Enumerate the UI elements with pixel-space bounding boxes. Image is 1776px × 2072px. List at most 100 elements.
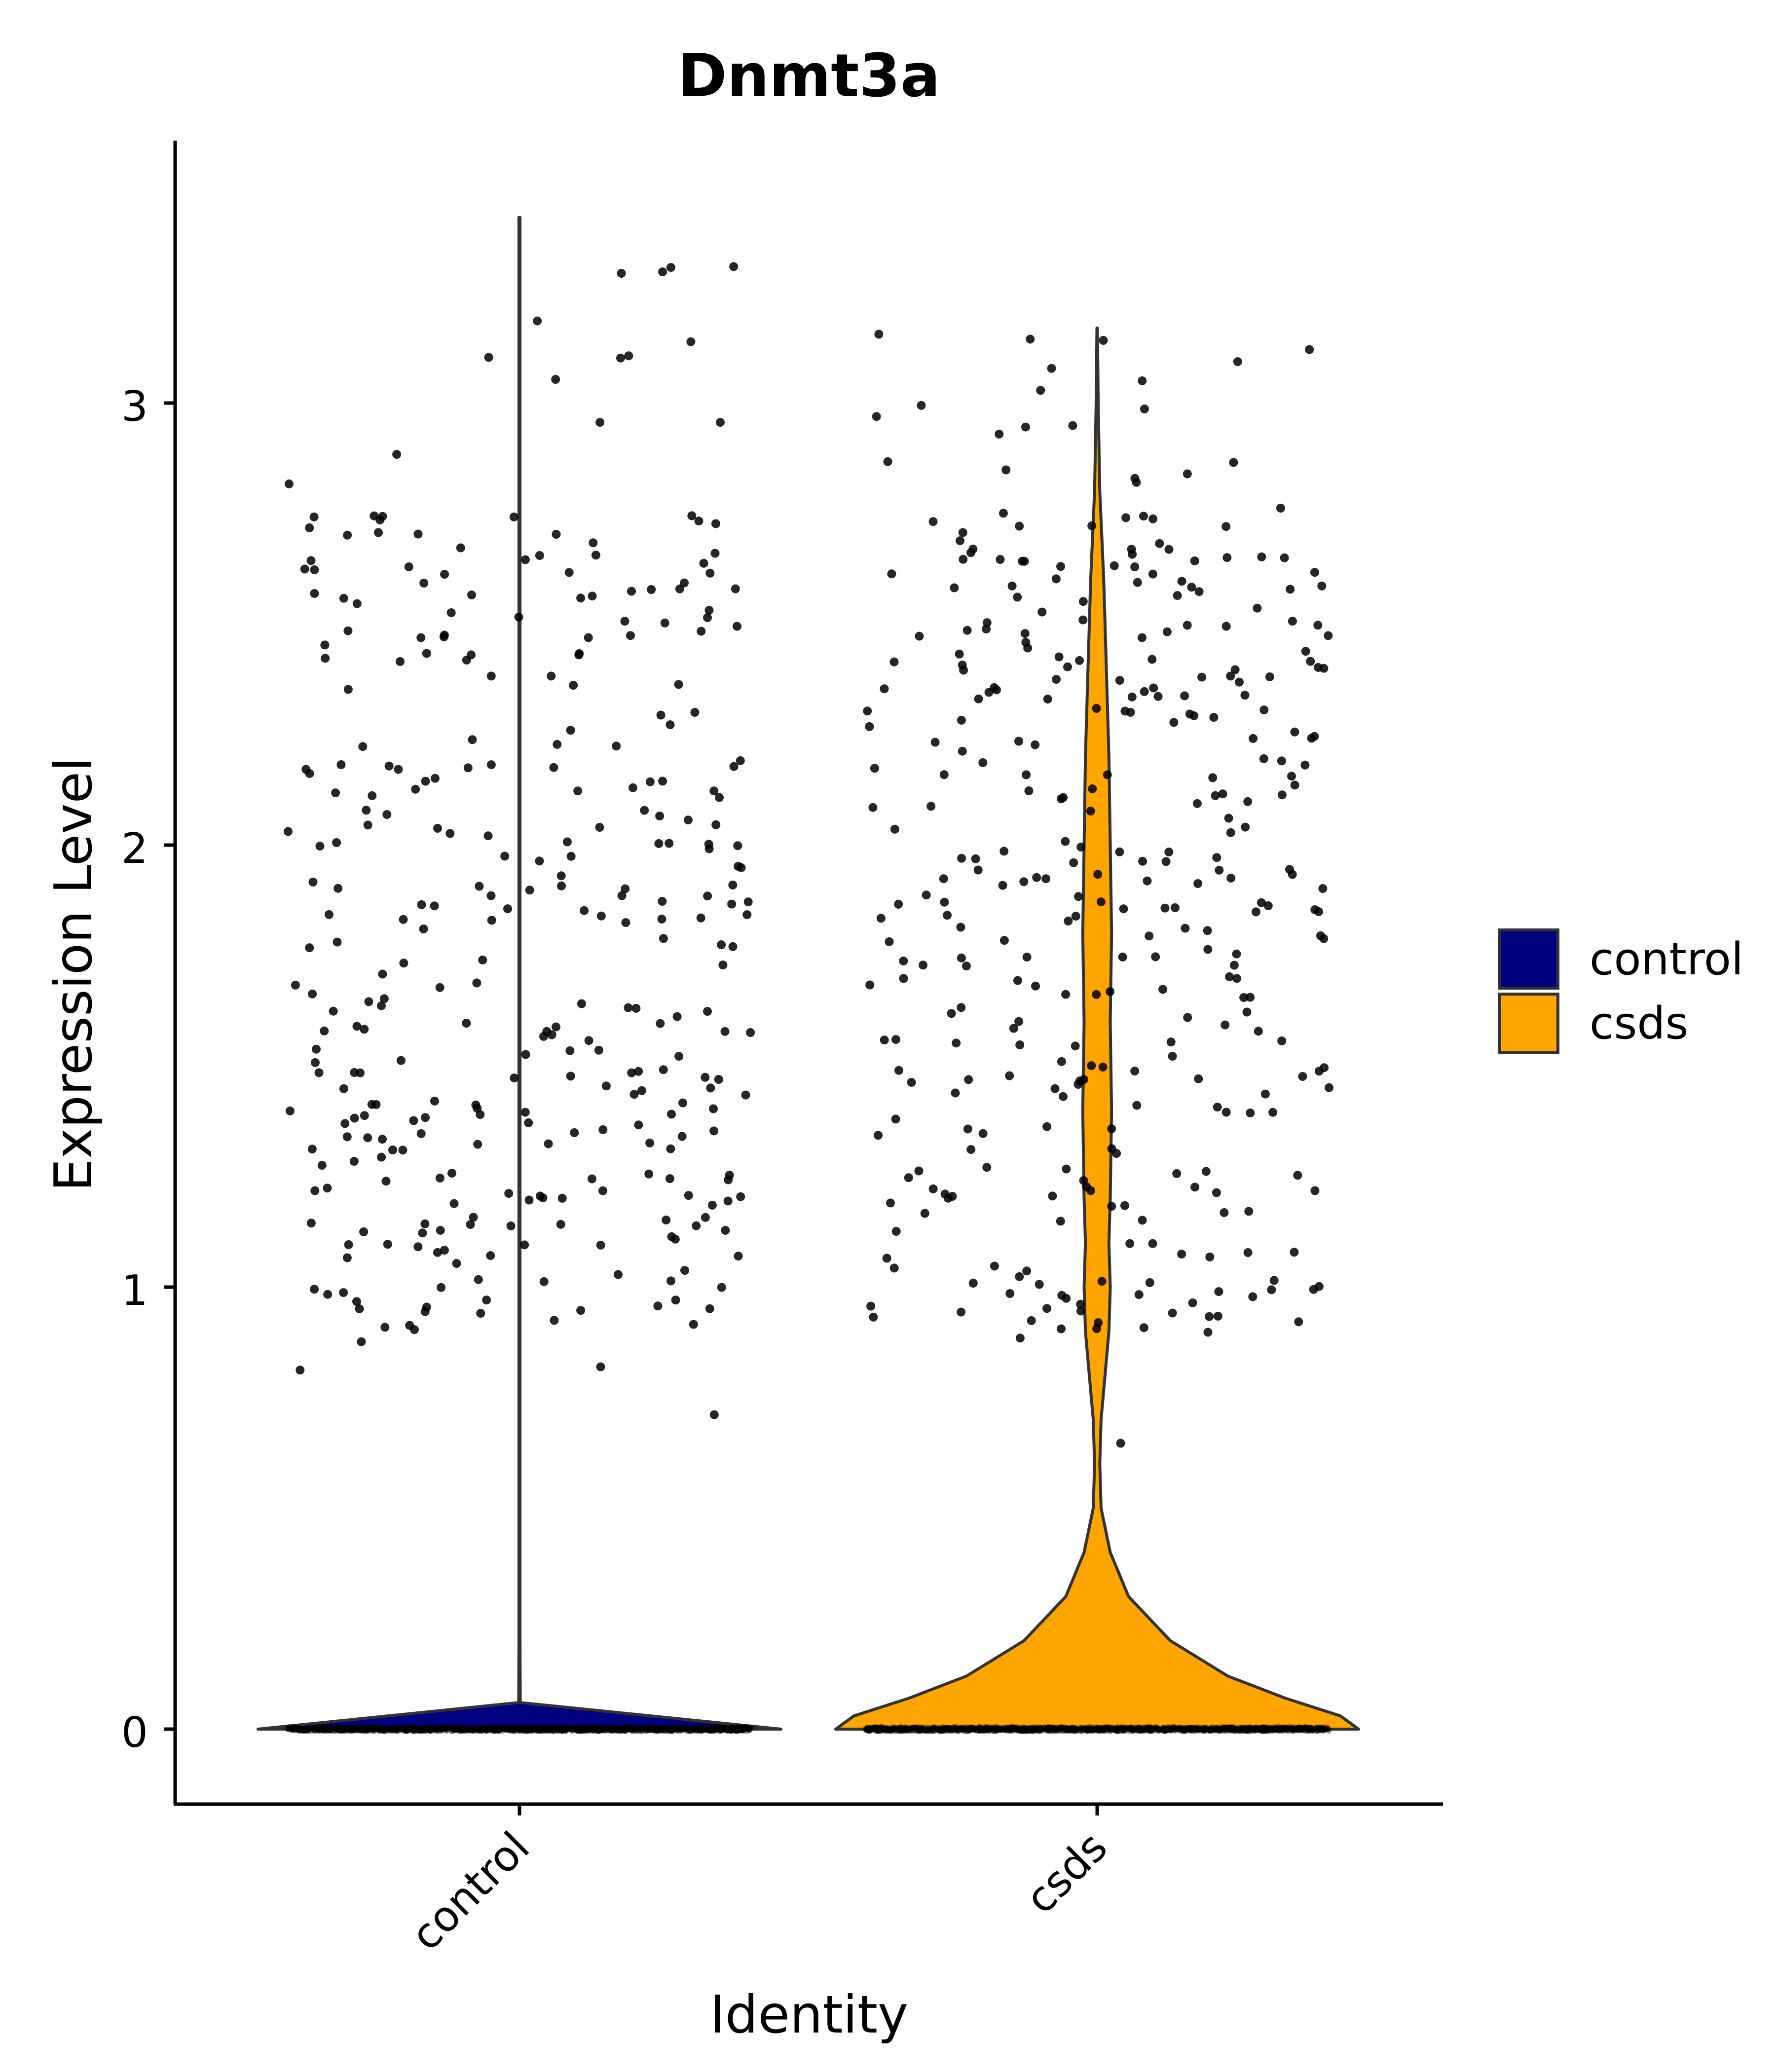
point-control-zero (412, 1728, 418, 1734)
point-control-zero (701, 1725, 707, 1732)
point-control-zero (382, 1726, 388, 1733)
point-control-zero (506, 1725, 512, 1732)
point-control-zero (692, 1725, 698, 1732)
point-csds (1071, 1041, 1080, 1051)
point-control-zero (552, 1725, 558, 1732)
point-control-zero (577, 1726, 584, 1732)
point-control-zero (526, 1728, 533, 1734)
point-control-zero (561, 1726, 567, 1732)
point-csds (876, 914, 886, 923)
point-control-zero (317, 1727, 324, 1733)
point-control (640, 806, 649, 815)
point-control-zero (407, 1726, 414, 1732)
point-control-zero (365, 1727, 371, 1733)
point-control-zero (521, 1727, 528, 1733)
point-csds (998, 881, 1007, 890)
point-control-zero (651, 1727, 657, 1733)
point-control-zero (712, 1725, 719, 1731)
point-control-zero (411, 1727, 417, 1734)
point-control-zero (695, 1727, 702, 1733)
point-control-zero (451, 1724, 458, 1731)
point-control-zero (654, 1727, 660, 1734)
point-control-zero (701, 1727, 707, 1733)
point-csds (1209, 713, 1219, 722)
point-control-zero (528, 1725, 535, 1731)
point-control (741, 1090, 750, 1100)
point-csds (1226, 828, 1235, 837)
point-control-zero (383, 1725, 389, 1731)
point-control-zero (412, 1724, 418, 1731)
point-control (601, 1081, 611, 1091)
point-control (591, 551, 600, 560)
point-control (357, 1337, 366, 1346)
point-control-zero (356, 1727, 362, 1734)
point-control-zero (465, 1726, 471, 1732)
point-control-zero (372, 1726, 379, 1733)
point-control-zero (412, 1727, 419, 1734)
point-control-zero (740, 1727, 746, 1733)
point-control (421, 777, 430, 786)
point-control-zero (664, 1725, 670, 1732)
point-control-zero (741, 1724, 747, 1730)
point-control-zero (455, 1724, 461, 1731)
point-control (305, 523, 314, 532)
point-control-zero (459, 1727, 466, 1734)
point-control (733, 841, 742, 851)
point-control-zero (657, 1726, 663, 1733)
point-control-zero (602, 1725, 608, 1732)
point-control-zero (390, 1724, 396, 1730)
point-control-zero (508, 1725, 515, 1732)
point-control-zero (578, 1728, 584, 1734)
point-control-zero (619, 1726, 625, 1732)
point-control-zero (586, 1726, 592, 1732)
point-control-zero (402, 1727, 408, 1734)
point-control-zero (292, 1725, 298, 1732)
point-control (647, 585, 656, 594)
point-control-zero (536, 1724, 543, 1731)
point-control-zero (647, 1725, 653, 1732)
point-control (644, 1169, 654, 1179)
point-control-zero (641, 1727, 648, 1733)
point-control-zero (313, 1727, 319, 1733)
point-control-zero (599, 1726, 606, 1733)
point-control-zero (721, 1725, 727, 1731)
point-control-zero (554, 1724, 560, 1731)
point-control (514, 612, 523, 622)
x-tick-label-csds: csds (1016, 1823, 1117, 1924)
point-control (620, 617, 629, 626)
point-control-zero (392, 1726, 398, 1733)
point-control-zero (491, 1727, 497, 1734)
point-control-zero (707, 1727, 714, 1734)
point-control-zero (614, 1727, 621, 1733)
point-csds (1221, 622, 1231, 631)
point-control-zero (634, 1726, 640, 1733)
point-csds (1229, 961, 1239, 970)
point-control-zero (735, 1728, 741, 1734)
point-control-zero (598, 1727, 604, 1734)
point-control-zero (682, 1725, 688, 1731)
point-control (624, 351, 633, 361)
point-csds-zero (1237, 1728, 1243, 1734)
point-control-zero (677, 1725, 683, 1731)
point-control-zero (549, 1725, 555, 1731)
point-control-zero (728, 1725, 734, 1732)
point-control-zero (666, 1726, 672, 1732)
point-csds (891, 1227, 901, 1236)
point-control (356, 1068, 365, 1077)
point-control-zero (729, 1726, 736, 1733)
point-csds (955, 649, 964, 659)
point-control (617, 269, 626, 278)
point-control-zero (321, 1725, 327, 1731)
point-control-zero (537, 1727, 543, 1734)
point-control-zero (724, 1726, 731, 1732)
point-csds (894, 1066, 903, 1075)
point-csds-zero (1154, 1726, 1161, 1732)
point-csds (865, 980, 875, 990)
point-csds (992, 685, 1001, 695)
point-control (399, 959, 408, 968)
point-control (525, 886, 534, 895)
point-control-zero (338, 1726, 345, 1733)
point-csds (1018, 556, 1027, 566)
point-control-zero (302, 1728, 309, 1734)
point-control-zero (629, 1728, 636, 1734)
